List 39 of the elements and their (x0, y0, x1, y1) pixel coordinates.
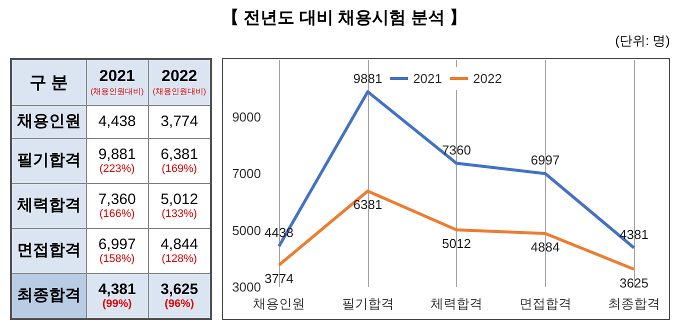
data-label: 3625 (620, 275, 648, 290)
chart-title: 【 전년도 대비 채용시험 분석 】 (222, 7, 467, 29)
text: 4,844 (128%) (160, 236, 200, 266)
y-tick-label: 5000 (232, 222, 261, 238)
data-label: 3774 (264, 271, 294, 286)
text: 6,997 (158%) (97, 236, 137, 266)
category-label: 면접합격 (11, 228, 86, 274)
x-tick-label: 최종합격 (608, 296, 660, 311)
y-tick-label: 3000 (232, 280, 261, 294)
x-tick-label: 채용인원 (253, 296, 305, 311)
text: 6,381 (169%) (160, 146, 200, 176)
text: (단위: 명) (615, 32, 670, 50)
legend-label: 2021 (413, 71, 442, 86)
text: 4,438 (97, 113, 137, 130)
category-label: 채용인원 (11, 105, 86, 138)
text: 2022 (채용인원대비) (152, 68, 208, 97)
y-tick-label: 7000 (232, 166, 261, 181)
text: 7,360 (166%) (97, 191, 137, 220)
data-label: 5012 (442, 236, 471, 251)
text: 3,774 (160, 113, 200, 130)
text: 3,625 (96%) (160, 281, 200, 310)
y-tick-label: 9000 (232, 109, 261, 124)
data-label: 6381 (353, 197, 382, 212)
data-label: 4884 (530, 240, 560, 255)
text: 5,012 (133%) (160, 191, 200, 220)
data-label: 6997 (530, 152, 560, 168)
text: 2021 (채용인원대비) (89, 68, 145, 97)
data-label: 9881 (353, 70, 382, 86)
x-tick-label: 체력합격 (430, 296, 482, 311)
text: 4,381 (99%) (97, 281, 137, 310)
data-label: 4381 (620, 226, 648, 242)
data-label: 7360 (442, 142, 471, 158)
legend-label: 2022 (473, 71, 502, 86)
category-label: 체력합격 (11, 183, 86, 228)
text: 9,881 (223%) (97, 146, 137, 176)
x-tick-label: 필기합격 (342, 296, 394, 311)
category-label: 필기합격 (11, 138, 86, 184)
legend-title: 구 분 (11, 59, 86, 105)
x-tick-label: 면접합격 (519, 296, 572, 311)
